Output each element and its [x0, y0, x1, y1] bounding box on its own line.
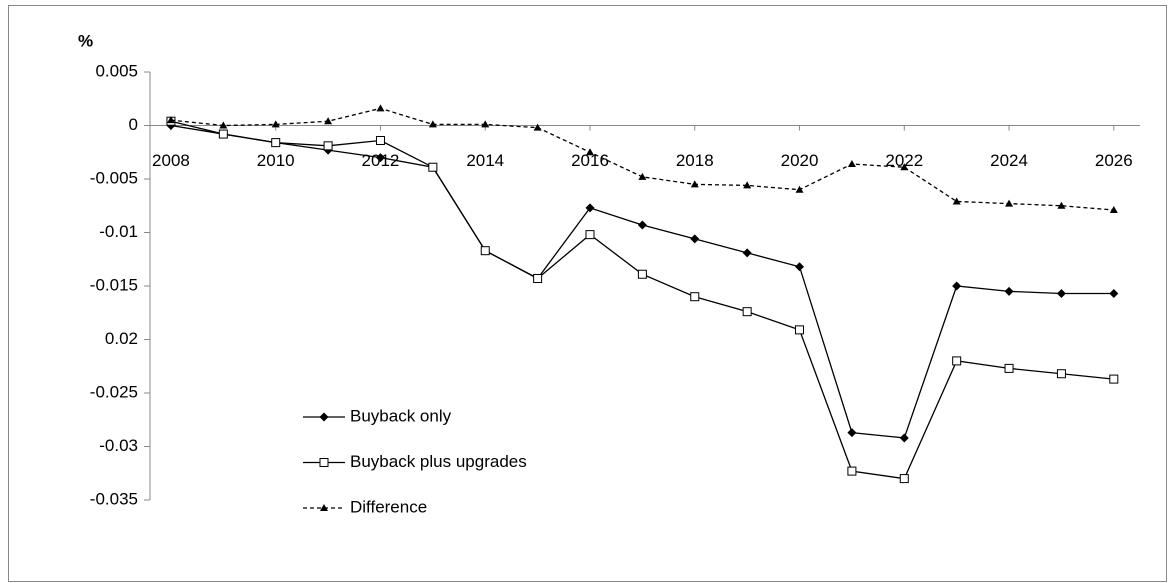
y-tick-label: -0.01 [99, 222, 138, 241]
square-marker [690, 292, 700, 302]
y-tick-label: -0.015 [90, 275, 138, 294]
triangle-marker [900, 163, 909, 171]
diamond-marker [1109, 288, 1119, 298]
square-marker [271, 138, 281, 148]
y-tick-label: -0.035 [90, 489, 138, 508]
y-tick-label: 0.02 [105, 329, 138, 348]
legend-marker [320, 504, 328, 511]
x-tick-label: 2024 [990, 151, 1028, 170]
square-marker [375, 135, 385, 145]
diamond-marker [847, 428, 857, 438]
triangle-marker [428, 120, 437, 128]
triangle-marker [271, 120, 280, 128]
square-marker [1056, 369, 1066, 379]
x-tick-label: 2026 [1095, 151, 1133, 170]
square-marker [533, 274, 543, 284]
triangle-marker [638, 172, 647, 180]
diamond-marker [637, 220, 647, 230]
square-marker [323, 141, 333, 151]
x-tick-label: 2016 [571, 151, 609, 170]
square-marker [847, 466, 857, 476]
legend-label: Buyback plus upgrades [350, 452, 527, 471]
square-marker [1004, 363, 1014, 373]
triangle-marker [481, 120, 490, 128]
triangle-marker [847, 160, 856, 168]
y-axis-label: % [78, 31, 93, 50]
y-tick-label: -0.025 [90, 382, 138, 401]
square-marker [899, 474, 909, 484]
square-marker [218, 129, 228, 139]
y-tick-label: -0.005 [90, 168, 138, 187]
diamond-marker [795, 262, 805, 272]
square-marker [795, 325, 805, 335]
x-tick-label: 2010 [257, 151, 295, 170]
triangle-marker [1109, 206, 1118, 214]
triangle-marker [795, 185, 804, 193]
triangle-marker [1005, 199, 1014, 207]
chart-frame [8, 5, 1167, 582]
diamond-marker [690, 234, 700, 244]
square-marker [428, 162, 438, 172]
triangle-marker [533, 123, 542, 131]
triangle-marker [952, 197, 961, 205]
triangle-marker [1057, 201, 1066, 209]
y-tick-label: 0 [129, 115, 138, 134]
triangle-marker [376, 104, 385, 112]
diamond-marker [952, 281, 962, 291]
diamond-marker [585, 203, 595, 213]
diamond-marker [899, 433, 909, 443]
legend-label: Difference [350, 497, 427, 516]
triangle-marker [324, 117, 333, 125]
x-tick-label: 2022 [885, 151, 923, 170]
diamond-marker [742, 248, 752, 258]
diamond-marker [1056, 288, 1066, 298]
triangle-marker [690, 180, 699, 188]
triangle-marker [743, 181, 752, 189]
diamond-marker [1004, 286, 1014, 296]
legend-marker [319, 458, 329, 467]
square-marker [637, 269, 647, 279]
triangle-marker [166, 116, 175, 124]
legend-marker [319, 412, 329, 422]
triangle-marker [586, 148, 594, 156]
x-tick-label: 2020 [781, 151, 819, 170]
square-marker [480, 246, 490, 256]
square-marker [585, 230, 595, 240]
legend-label: Buyback only [350, 406, 452, 425]
x-tick-label: 2008 [152, 151, 190, 170]
square-marker [952, 356, 962, 366]
y-tick-label: 0.005 [95, 61, 138, 80]
square-marker [742, 307, 752, 317]
diamond-marker [375, 153, 385, 163]
x-tick-label: 2014 [466, 151, 504, 170]
square-marker [1109, 374, 1119, 384]
y-tick-label: -0.03 [99, 436, 138, 455]
triangle-marker [219, 121, 228, 129]
x-tick-label: 2018 [676, 151, 714, 170]
